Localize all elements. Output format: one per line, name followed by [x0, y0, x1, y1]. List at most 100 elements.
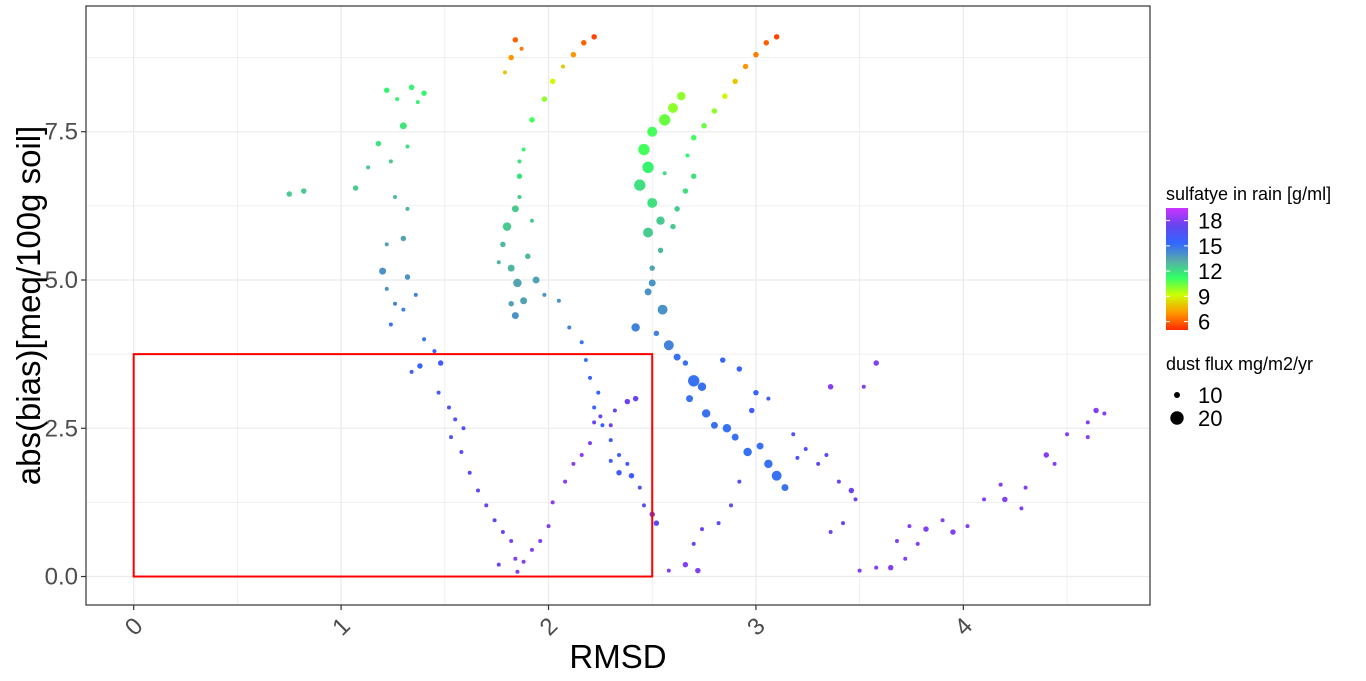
data-point — [567, 325, 572, 330]
data-point — [682, 360, 689, 366]
data-point — [722, 93, 728, 99]
data-point — [1102, 411, 1107, 416]
data-point — [538, 538, 543, 543]
data-point — [731, 433, 739, 441]
data-point — [720, 357, 726, 363]
data-point — [950, 529, 956, 535]
data-point — [517, 159, 522, 164]
x-tick-label: 0 — [120, 613, 149, 642]
data-point — [502, 70, 507, 75]
data-point — [657, 304, 668, 315]
data-point — [662, 171, 667, 176]
data-point — [608, 438, 613, 443]
data-point — [388, 159, 393, 164]
data-point — [529, 218, 534, 223]
data-point — [404, 274, 411, 280]
data-point — [612, 408, 617, 413]
data-point — [888, 564, 894, 571]
data-point — [513, 278, 522, 288]
data-point — [453, 417, 458, 422]
colorbar — [1166, 208, 1188, 330]
data-point — [874, 565, 879, 570]
data-point — [685, 153, 690, 158]
data-point — [853, 497, 858, 502]
size-key-dot — [1170, 411, 1184, 425]
y-tick-label: 0.0 — [45, 564, 78, 591]
colorbar-label: 9 — [1198, 284, 1210, 309]
data-point — [591, 34, 597, 40]
data-point — [608, 423, 613, 428]
data-point — [484, 503, 489, 508]
data-point — [395, 97, 400, 102]
data-point — [502, 222, 512, 231]
data-point — [508, 54, 514, 61]
size-legend-title: dust flux mg/m2/yr — [1166, 354, 1313, 374]
data-point — [737, 479, 742, 484]
data-point — [511, 312, 519, 320]
data-point — [1085, 420, 1090, 425]
data-point — [517, 194, 522, 199]
data-point — [749, 407, 755, 414]
data-point — [301, 188, 307, 194]
data-point — [511, 205, 519, 213]
data-point — [663, 340, 674, 351]
data-point — [670, 223, 676, 230]
data-point — [648, 279, 656, 287]
data-point — [827, 384, 834, 390]
data-point — [508, 300, 514, 307]
data-point — [628, 472, 635, 479]
data-point — [513, 556, 518, 561]
data-point — [828, 530, 833, 535]
data-points — [286, 34, 1107, 574]
data-point — [415, 100, 420, 105]
data-point — [637, 485, 642, 490]
data-point — [583, 358, 588, 363]
data-point — [563, 479, 568, 484]
color-legend-title: sulfatye in rain [g/ml] — [1166, 184, 1331, 204]
data-point — [764, 459, 773, 469]
data-point — [732, 78, 738, 85]
data-point — [520, 297, 528, 305]
data-point — [507, 264, 515, 272]
data-point — [379, 267, 387, 275]
data-point — [436, 390, 441, 395]
data-point — [500, 241, 506, 248]
data-point — [516, 173, 523, 179]
data-point — [459, 449, 464, 454]
data-point — [446, 405, 451, 410]
x-tick-label: 2 — [535, 613, 564, 642]
data-point — [907, 524, 912, 529]
data-point — [405, 144, 410, 149]
data-point — [695, 567, 701, 574]
data-point — [467, 470, 472, 475]
data-point — [657, 247, 664, 254]
data-point — [658, 114, 671, 126]
data-point — [579, 452, 584, 457]
data-point — [449, 435, 454, 440]
data-point — [716, 521, 721, 526]
data-point — [598, 414, 603, 419]
data-point — [691, 541, 696, 546]
data-point — [532, 276, 540, 284]
data-point — [500, 530, 505, 535]
data-point — [647, 197, 658, 208]
data-point — [384, 87, 390, 93]
data-point — [634, 179, 646, 191]
data-point — [1002, 496, 1008, 503]
data-point — [771, 470, 782, 481]
data-point — [722, 424, 732, 433]
data-point — [561, 64, 566, 69]
data-point — [729, 503, 734, 508]
data-point — [690, 173, 697, 179]
data-point — [581, 40, 587, 46]
y-tick-label: 7.5 — [45, 119, 78, 146]
data-point — [437, 360, 444, 366]
data-point — [1023, 485, 1028, 490]
data-point — [399, 122, 407, 130]
data-point — [998, 482, 1003, 487]
data-point — [1043, 452, 1050, 458]
data-point — [366, 165, 371, 170]
data-point — [592, 420, 597, 425]
data-point — [519, 46, 524, 51]
